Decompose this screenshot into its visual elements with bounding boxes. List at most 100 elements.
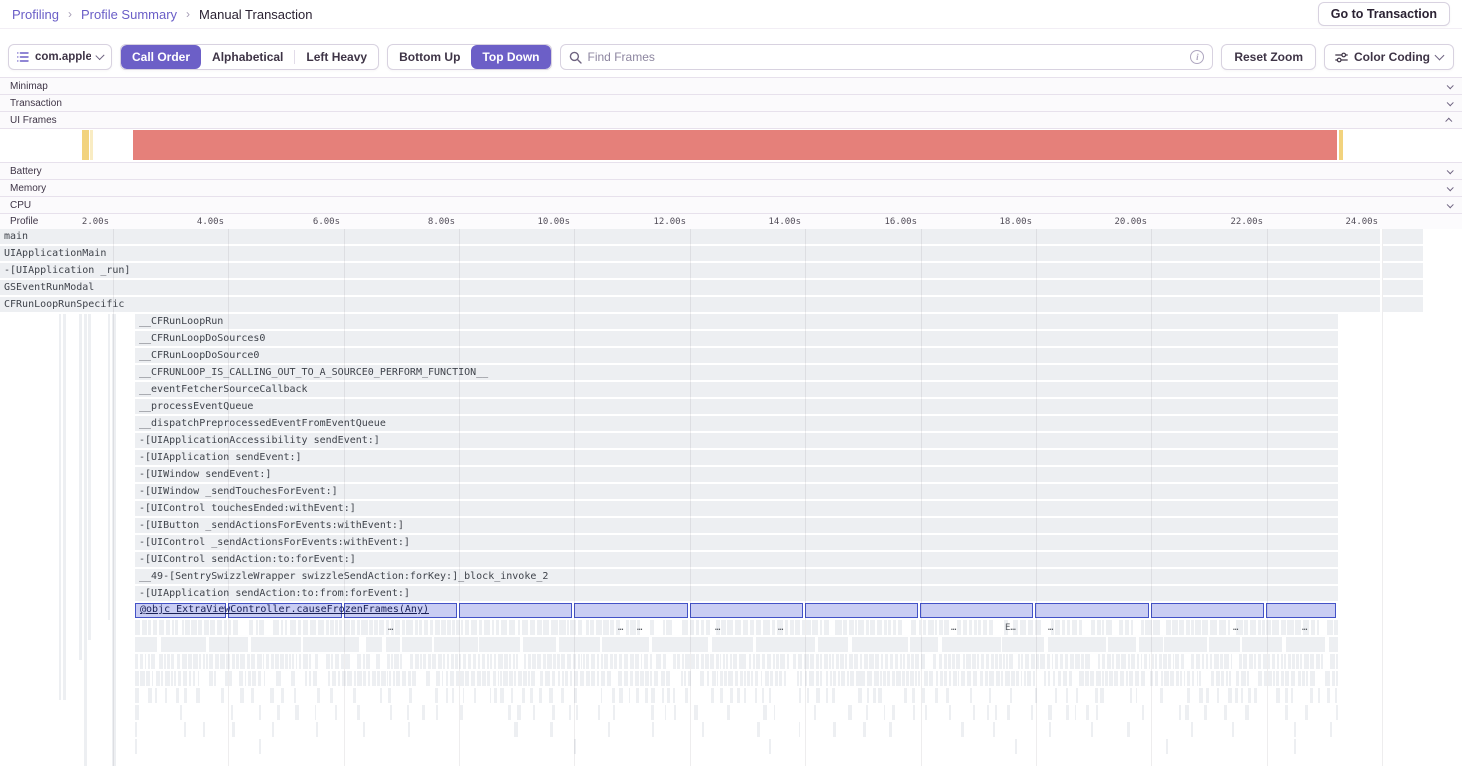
- flame-frame[interactable]: [923, 671, 928, 686]
- flame-frame[interactable]: [737, 688, 741, 703]
- flame-frame[interactable]: [915, 654, 920, 669]
- flame-frame[interactable]: [422, 705, 425, 720]
- flame-frame[interactable]: [188, 654, 192, 669]
- flame-frame[interactable]: [396, 671, 400, 686]
- flame-frame[interactable]: [1265, 620, 1271, 635]
- flame-frame[interactable]: [1020, 671, 1023, 686]
- flame-frame[interactable]: [900, 654, 902, 669]
- flame-frame[interactable]: [203, 620, 209, 635]
- flame-frame[interactable]: [315, 722, 318, 737]
- flame-frame[interactable]: [948, 705, 951, 720]
- flame-frame[interactable]: [843, 620, 848, 635]
- flame-frame[interactable]: [135, 671, 140, 686]
- flame-frame[interactable]: [972, 705, 975, 720]
- flame-frame[interactable]: [197, 671, 200, 686]
- flame-frame[interactable]: [1258, 620, 1261, 635]
- flame-frame[interactable]: [524, 654, 527, 669]
- flame-frame[interactable]: [251, 637, 301, 652]
- flame-frame[interactable]: [371, 671, 376, 686]
- flame-frame[interactable]: [982, 620, 988, 635]
- breadcrumb-profile-summary[interactable]: Profile Summary: [80, 6, 178, 22]
- flame-frame[interactable]: [729, 654, 732, 669]
- flame-frame[interactable]: [573, 739, 576, 754]
- flame-frame[interactable]: [493, 654, 497, 669]
- flame-frame[interactable]: [224, 620, 228, 635]
- flame-frame[interactable]: [939, 671, 944, 686]
- flame-frame[interactable]: [414, 654, 419, 669]
- flame-frame[interactable]: [826, 688, 828, 703]
- flame-frame[interactable]: [1153, 620, 1160, 635]
- flame-frame[interactable]: [329, 688, 334, 703]
- flame-frame[interactable]: [246, 654, 251, 669]
- flame-frame[interactable]: [1293, 739, 1296, 754]
- flame-frame[interactable]: [1284, 688, 1288, 703]
- flame-frame[interactable]: [171, 654, 175, 669]
- flame-frame[interactable]: [1205, 688, 1209, 703]
- flame-frame[interactable]: [702, 722, 705, 737]
- flame-frame[interactable]: [386, 671, 389, 686]
- flame-frame[interactable]: [906, 654, 910, 669]
- flame-frame[interactable]: [248, 620, 253, 635]
- flame-frame[interactable]: [910, 671, 914, 686]
- flame-frame[interactable]: [566, 620, 569, 635]
- section-row-profile[interactable]: Profile 2.00s 4.00s 6.00s 8.00s 10.00s 12.00s 1…: [0, 214, 1462, 230]
- flame-frame[interactable]: [1140, 654, 1143, 669]
- flame-frame[interactable]: [1091, 620, 1096, 635]
- flame-frame[interactable]: [848, 654, 853, 669]
- flame-frame[interactable]: __49-[SentrySwizzleWrapper swizzleSendAc…: [135, 569, 1338, 584]
- flame-frame[interactable]: [335, 705, 338, 720]
- flame-frame[interactable]: [819, 620, 823, 635]
- flame-frame[interactable]: [967, 671, 972, 686]
- flame-frame[interactable]: [1283, 654, 1286, 669]
- flame-frame[interactable]: [719, 654, 722, 669]
- flame-frame[interactable]: [660, 671, 666, 686]
- flame-frame[interactable]: [1106, 620, 1112, 635]
- flame-frame[interactable]: [503, 654, 508, 669]
- flame-frame[interactable]: [884, 654, 888, 669]
- flame-frame[interactable]: __CFRunLoopRun: [135, 314, 1338, 329]
- flame-frame[interactable]: [755, 671, 759, 686]
- flame-frame[interactable]: [1249, 620, 1257, 635]
- flame-frame[interactable]: [135, 739, 137, 754]
- flame-frame[interactable]: [1195, 654, 1201, 669]
- flame-frame[interactable]: [1136, 654, 1140, 669]
- flame-frame[interactable]: [784, 620, 789, 635]
- flame-frame-selected[interactable]: @objc ExtraViewController.causeFrozenFra…: [135, 603, 429, 618]
- flame-frame[interactable]: [379, 620, 385, 635]
- flame-frame[interactable]: [1085, 654, 1090, 669]
- flame-frame[interactable]: [601, 654, 604, 669]
- flame-frame[interactable]: [1242, 637, 1283, 652]
- flame-frame[interactable]: [263, 671, 266, 686]
- flame-frame[interactable]: [221, 688, 225, 703]
- flame-frame[interactable]: [164, 671, 170, 686]
- flame-frame[interactable]: [461, 620, 464, 635]
- flame-frame[interactable]: [743, 688, 746, 703]
- flame-frame[interactable]: [1336, 654, 1338, 669]
- flame-frame[interactable]: [402, 671, 407, 686]
- flame-frame[interactable]: [274, 654, 279, 669]
- flame-frame[interactable]: [880, 671, 883, 686]
- flame-frame[interactable]: [477, 671, 482, 686]
- flame-frame[interactable]: [766, 654, 771, 669]
- flame-frame[interactable]: [1271, 654, 1276, 669]
- flame-frame[interactable]: [903, 688, 908, 703]
- flame-frame[interactable]: [716, 671, 719, 686]
- flame-frame[interactable]: [1030, 705, 1033, 720]
- flame-frame[interactable]: [140, 671, 145, 686]
- flame-frame[interactable]: [1044, 671, 1046, 686]
- flame-frame[interactable]: [600, 671, 605, 686]
- flame-frame[interactable]: [543, 620, 550, 635]
- flame-frame[interactable]: [280, 620, 284, 635]
- flame-frame[interactable]: [1272, 671, 1276, 686]
- flame-frame[interactable]: [1191, 620, 1194, 635]
- flame-frame[interactable]: [610, 620, 615, 635]
- flame-frame[interactable]: [1185, 620, 1191, 635]
- flame-frame[interactable]: [863, 654, 869, 669]
- flame-frame[interactable]: [655, 654, 661, 669]
- flame-frame[interactable]: [573, 671, 579, 686]
- flame-frame[interactable]: [1297, 671, 1302, 686]
- ui-frames-slow-frame-bar[interactable]: [90, 130, 93, 160]
- flame-frame[interactable]: [955, 654, 960, 669]
- flame-frame[interactable]: [694, 705, 698, 720]
- flame-frame[interactable]: [216, 620, 223, 635]
